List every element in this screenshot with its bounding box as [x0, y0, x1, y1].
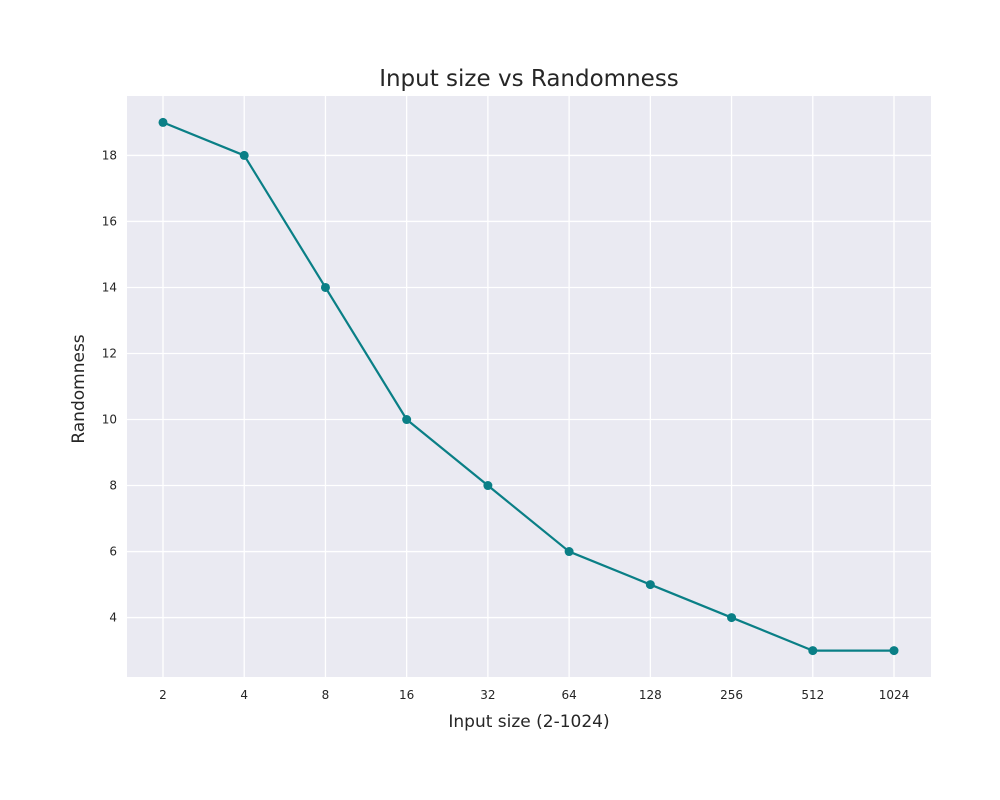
- x-tick-label: 1024: [879, 688, 910, 702]
- y-tick-label: 8: [109, 479, 117, 493]
- x-tick-label: 128: [639, 688, 662, 702]
- x-tick-label: 2: [159, 688, 167, 702]
- y-tick-label: 4: [109, 611, 117, 625]
- y-tick-label: 16: [102, 214, 117, 228]
- plot-area: [127, 96, 931, 677]
- data-point: [808, 646, 818, 656]
- data-point: [158, 117, 168, 127]
- x-tick-label: 512: [801, 688, 824, 702]
- x-axis-label: Input size (2-1024): [448, 712, 609, 732]
- grid: [127, 96, 931, 677]
- data-point: [239, 150, 249, 160]
- y-tick-label: 10: [102, 413, 117, 427]
- data-point: [645, 580, 655, 590]
- y-tick-label: 14: [102, 280, 117, 294]
- data-point: [483, 481, 493, 491]
- x-tick-label: 256: [720, 688, 743, 702]
- data-point: [889, 646, 899, 656]
- x-tick-label: 64: [561, 688, 576, 702]
- chart-title: Input size vs Randomness: [379, 66, 679, 92]
- data-point: [402, 415, 412, 425]
- y-tick-labels: 4 6 8 10 12 14 16 18: [102, 148, 117, 624]
- y-axis-label: Randomness: [69, 334, 89, 443]
- x-tick-label: 4: [240, 688, 248, 702]
- y-tick-label: 18: [102, 148, 117, 162]
- x-tick-label: 32: [480, 688, 495, 702]
- x-tick-label: 8: [322, 688, 330, 702]
- data-point: [564, 547, 574, 557]
- data-point: [727, 613, 737, 623]
- series-layer: [158, 117, 899, 656]
- x-tick-labels: 2 4 8 16 32 64 128 256 512 1024: [159, 688, 909, 702]
- data-point: [320, 282, 330, 292]
- x-tick-label: 16: [399, 688, 414, 702]
- y-tick-label: 6: [109, 545, 117, 559]
- series-line: [162, 121, 894, 652]
- y-tick-label: 12: [102, 346, 117, 360]
